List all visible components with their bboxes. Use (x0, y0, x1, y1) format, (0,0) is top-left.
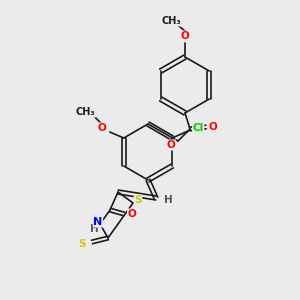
Text: O: O (208, 122, 217, 132)
Text: S: S (78, 239, 86, 249)
Text: CH₃: CH₃ (161, 16, 181, 26)
Text: O: O (167, 140, 176, 150)
Text: S: S (134, 195, 142, 205)
Text: O: O (181, 31, 189, 41)
Text: H: H (90, 224, 98, 234)
Text: O: O (128, 209, 136, 219)
Text: O: O (98, 123, 106, 133)
Text: H: H (164, 195, 172, 205)
Text: Cl: Cl (193, 123, 204, 133)
Text: N: N (93, 217, 103, 227)
Text: CH₃: CH₃ (76, 107, 96, 117)
